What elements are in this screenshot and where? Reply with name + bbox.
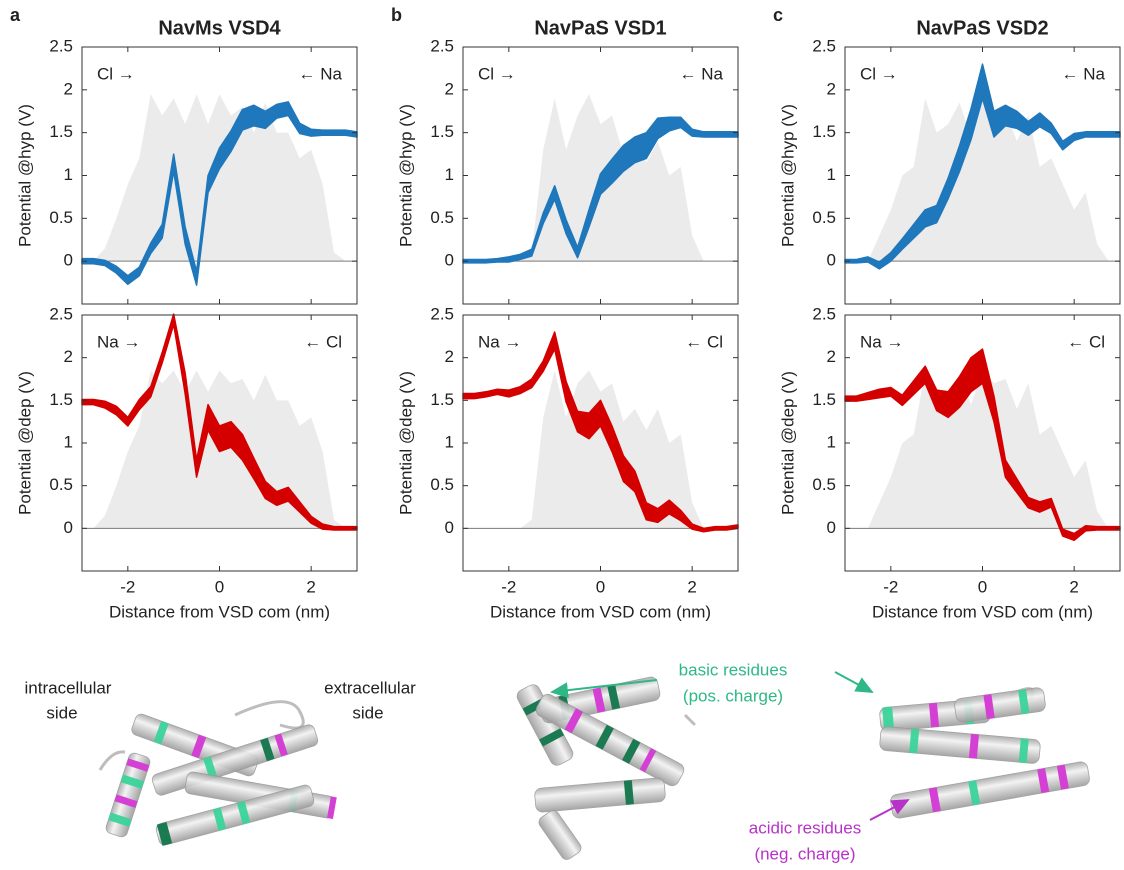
panel-title: NavMs VSD4 [158, 17, 281, 39]
y-tick-label: 0 [445, 518, 454, 537]
structure-c [879, 687, 1090, 819]
y-tick-label: 2 [445, 79, 454, 98]
direction-annotation: Na → [478, 332, 521, 351]
panel: 0 0.5 1 1.5 2 2.5 -2 0 2 Potential @dep (V) Distan… [15, 304, 358, 621]
y-axis-label: Potential @dep (V) [778, 371, 797, 515]
x-tick-label: -2 [501, 577, 516, 596]
y-tick-label: 0 [445, 251, 454, 270]
x-tick-label: 2 [306, 577, 315, 596]
direction-annotation: Cl → [478, 64, 516, 83]
y-axis-label: Potential @hyp (V) [778, 104, 797, 247]
direction-annotation: Cl → [860, 64, 898, 83]
panel: 0 0.5 1 1.5 2 2.5 NavMs VSD4 a Potential @hyp (V… [10, 5, 358, 305]
direction-annotation: Na → [860, 332, 903, 351]
structure-label: side [352, 703, 383, 722]
x-tick-label: -2 [883, 577, 898, 596]
y-tick-label: 0.5 [49, 475, 73, 494]
density-area [82, 94, 357, 262]
y-tick-label: 1 [827, 165, 836, 184]
y-axis-label: Potential @dep (V) [15, 371, 34, 515]
y-tick-label: 1.5 [812, 390, 836, 409]
panel: 0 0.5 1 1.5 2 2.5 -2 0 2 Potential @dep (V) Distan… [778, 304, 1121, 621]
y-axis-label: Potential @hyp (V) [396, 104, 415, 247]
x-tick-label: 2 [687, 577, 696, 596]
structure-label: intracellular [25, 678, 112, 697]
y-tick-label: 0 [827, 251, 836, 270]
x-tick-label: -2 [120, 577, 135, 596]
density-area [463, 370, 738, 529]
arrow [550, 679, 658, 699]
direction-annotation: ← Cl [685, 332, 723, 351]
y-tick-label: 0 [64, 251, 73, 270]
y-axis-label: Potential @dep (V) [396, 371, 415, 515]
direction-annotation: ← Na [680, 64, 724, 83]
x-tick-label: 0 [215, 577, 224, 596]
y-tick-label: 1 [445, 165, 454, 184]
direction-annotation: ← Na [299, 64, 343, 83]
y-tick-label: 1.5 [49, 122, 73, 141]
y-axis-label: Potential @hyp (V) [15, 104, 34, 247]
direction-annotation: ← Cl [304, 332, 342, 351]
structure-label: extracellular [324, 678, 416, 697]
structure-b [516, 676, 696, 860]
x-tick-label: 2 [1069, 577, 1078, 596]
structure-label: side [46, 703, 77, 722]
y-tick-label: 2 [445, 347, 454, 366]
panel: 0 0.5 1 1.5 2 2.5 -2 0 2 Potential @dep (V) Distan… [396, 304, 739, 621]
y-tick-label: 2 [64, 347, 73, 366]
x-tick-label: 0 [596, 577, 605, 596]
panel-title: NavPaS VSD1 [534, 17, 666, 39]
panel-label: b [391, 5, 402, 25]
y-tick-label: 1 [445, 432, 454, 451]
panel: 0 0.5 1 1.5 2 2.5 NavPaS VSD1 b Potential @hyp (… [391, 5, 739, 305]
x-axis-label: Distance from VSD com (nm) [490, 602, 711, 621]
density-area [845, 370, 1120, 529]
y-tick-label: 2.5 [430, 304, 454, 323]
y-tick-label: 0 [64, 518, 73, 537]
direction-annotation: Cl → [97, 64, 135, 83]
charts: 0 0.5 1 1.5 2 2.5 NavMs VSD4 a Potential @hyp (V… [10, 5, 1121, 621]
panel-title: NavPaS VSD2 [916, 17, 1048, 39]
density-area [845, 98, 1120, 262]
y-tick-label: 0.5 [430, 208, 454, 227]
structure-label: acidic residues [749, 818, 861, 837]
x-tick-label: 0 [978, 577, 987, 596]
x-axis-label: Distance from VSD com (nm) [872, 602, 1093, 621]
structure-label: basic residues [679, 660, 788, 679]
x-axis-label: Distance from VSD com (nm) [109, 602, 330, 621]
y-tick-label: 2.5 [430, 36, 454, 55]
arrow [869, 799, 910, 821]
panel-label: c [773, 5, 783, 25]
y-tick-label: 1 [64, 165, 73, 184]
direction-annotation: ← Cl [1067, 332, 1105, 351]
y-tick-label: 2 [64, 79, 73, 98]
y-tick-label: 1.5 [430, 122, 454, 141]
panel: 0 0.5 1 1.5 2 2.5 NavPaS VSD2 c Potential @hyp (… [773, 5, 1121, 305]
y-tick-label: 2.5 [812, 36, 836, 55]
y-tick-label: 1 [64, 432, 73, 451]
arrow [834, 671, 874, 693]
direction-annotation: ← Na [1062, 64, 1106, 83]
y-tick-label: 1.5 [812, 122, 836, 141]
structure-a [98, 700, 337, 846]
y-tick-label: 2.5 [812, 304, 836, 323]
y-tick-label: 0.5 [430, 475, 454, 494]
structure-label: (pos. charge) [683, 686, 783, 705]
y-tick-label: 1.5 [430, 390, 454, 409]
y-tick-label: 2 [827, 347, 836, 366]
direction-annotation: Na → [97, 332, 140, 351]
y-tick-label: 2.5 [49, 36, 73, 55]
y-tick-label: 2 [827, 79, 836, 98]
panel-label: a [10, 5, 21, 25]
y-tick-label: 0 [827, 518, 836, 537]
structure-label: (neg. charge) [754, 844, 855, 863]
y-tick-label: 1 [827, 432, 836, 451]
y-tick-label: 1.5 [49, 390, 73, 409]
y-tick-label: 0.5 [812, 208, 836, 227]
y-tick-label: 2.5 [49, 304, 73, 323]
y-tick-label: 0.5 [49, 208, 73, 227]
y-tick-label: 0.5 [812, 475, 836, 494]
